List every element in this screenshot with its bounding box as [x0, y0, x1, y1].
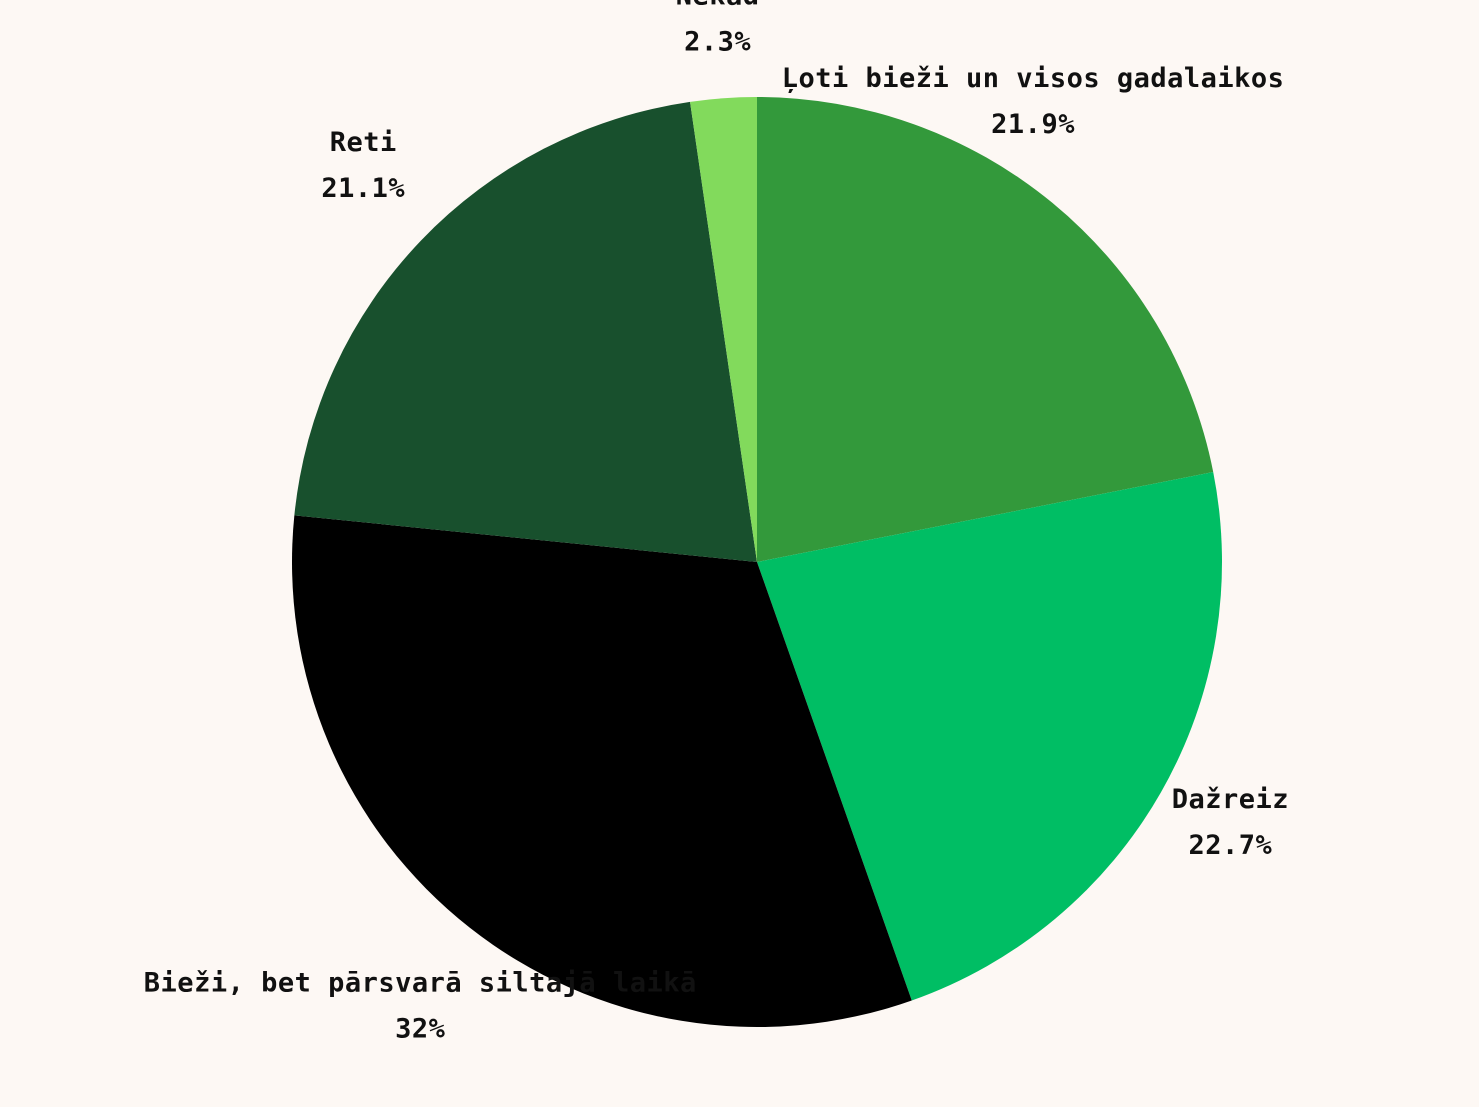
pie-slice: [757, 471, 1223, 1001]
slice-label: Nekad 2.3%: [676, 0, 760, 57]
slice-label: Dažreiz 22.7%: [1172, 784, 1289, 861]
pie-slice: [690, 97, 757, 562]
slice-category-label: Reti: [330, 127, 397, 158]
slice-value-label: 21.9%: [991, 109, 1075, 140]
pie-slice: [294, 101, 757, 562]
slice-category-label: Bieži, bet pārsvarā siltajā laikā: [144, 968, 697, 999]
slice-value-label: 2.3%: [684, 26, 751, 57]
slice-label: Ļoti bieži un visos gadalaikos 21.9%: [782, 63, 1285, 140]
slice-label: Bieži, bet pārsvarā siltajā laikā 32%: [144, 968, 697, 1045]
pie-slice: [757, 97, 1214, 562]
slice-label: Reti 21.1%: [321, 127, 405, 204]
slice-category-label: Dažreiz: [1172, 784, 1289, 815]
slice-category-label: Nekad: [676, 0, 760, 11]
slice-value-label: 21.1%: [321, 173, 405, 204]
slice-value-label: 22.7%: [1189, 830, 1273, 861]
slice-value-label: 32%: [395, 1014, 446, 1045]
pie-slice: [292, 515, 912, 1027]
slice-category-label: Ļoti bieži un visos gadalaikos: [782, 63, 1285, 94]
